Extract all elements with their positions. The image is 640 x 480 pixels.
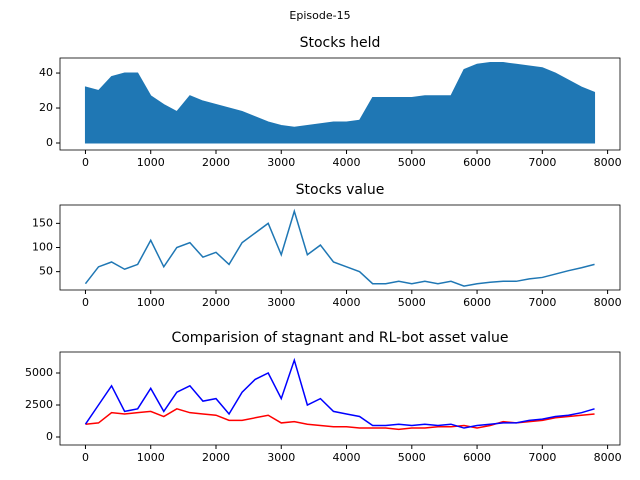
x-tick-label: 0 bbox=[82, 156, 89, 169]
line bbox=[85, 408, 595, 431]
x-tick-label: 8000 bbox=[594, 156, 622, 169]
x-tick-label: 4000 bbox=[333, 451, 361, 464]
y-tick-label: 5000 bbox=[25, 366, 53, 379]
line bbox=[84, 208, 595, 287]
x-tick-label: 3000 bbox=[267, 451, 295, 464]
y-tick-label: 0 bbox=[46, 136, 53, 149]
x-tick-label: 1000 bbox=[137, 156, 165, 169]
x-tick-label: 8000 bbox=[594, 451, 622, 464]
x-tick-label: 8000 bbox=[594, 296, 622, 309]
x-tick-label: 6000 bbox=[463, 451, 491, 464]
x-tick-label: 5000 bbox=[398, 451, 426, 464]
x-tick-label: 2000 bbox=[202, 156, 230, 169]
x-tick-label: 1000 bbox=[137, 296, 165, 309]
y-tick-label: 0 bbox=[46, 430, 53, 443]
axes-title: Stocks value bbox=[296, 182, 385, 198]
y-tick-label: 100 bbox=[32, 241, 53, 254]
area bbox=[84, 62, 596, 144]
x-tick-label: 4000 bbox=[333, 296, 361, 309]
x-tick-label: 3000 bbox=[267, 156, 295, 169]
x-tick-label: 0 bbox=[82, 296, 89, 309]
x-tick-label: 2000 bbox=[202, 296, 230, 309]
x-tick-label: 5000 bbox=[398, 296, 426, 309]
y-tick-label: 50 bbox=[39, 265, 53, 278]
x-tick-label: 7000 bbox=[528, 156, 556, 169]
x-tick-label: 4000 bbox=[333, 156, 361, 169]
x-tick-label: 0 bbox=[82, 451, 89, 464]
x-tick-label: 7000 bbox=[528, 296, 556, 309]
x-tick-label: 2000 bbox=[202, 451, 230, 464]
x-tick-label: 7000 bbox=[528, 451, 556, 464]
axes-frame bbox=[59, 204, 621, 291]
axes-title: Comparision of stagnant and RL-bot asset… bbox=[171, 330, 508, 346]
axes-title: Stocks held bbox=[300, 35, 381, 51]
axes-frame bbox=[59, 351, 621, 446]
y-tick-label: 2500 bbox=[25, 398, 53, 411]
x-tick-label: 6000 bbox=[463, 156, 491, 169]
x-tick-label: 1000 bbox=[137, 451, 165, 464]
x-tick-label: 6000 bbox=[463, 296, 491, 309]
axes-frame bbox=[59, 57, 621, 151]
x-tick-label: 5000 bbox=[398, 156, 426, 169]
figure-title: Episode-15 bbox=[289, 9, 350, 22]
line bbox=[84, 357, 595, 429]
y-tick-label: 40 bbox=[39, 66, 53, 79]
x-tick-label: 3000 bbox=[267, 296, 295, 309]
y-tick-label: 20 bbox=[39, 101, 53, 114]
y-tick-label: 150 bbox=[32, 216, 53, 229]
